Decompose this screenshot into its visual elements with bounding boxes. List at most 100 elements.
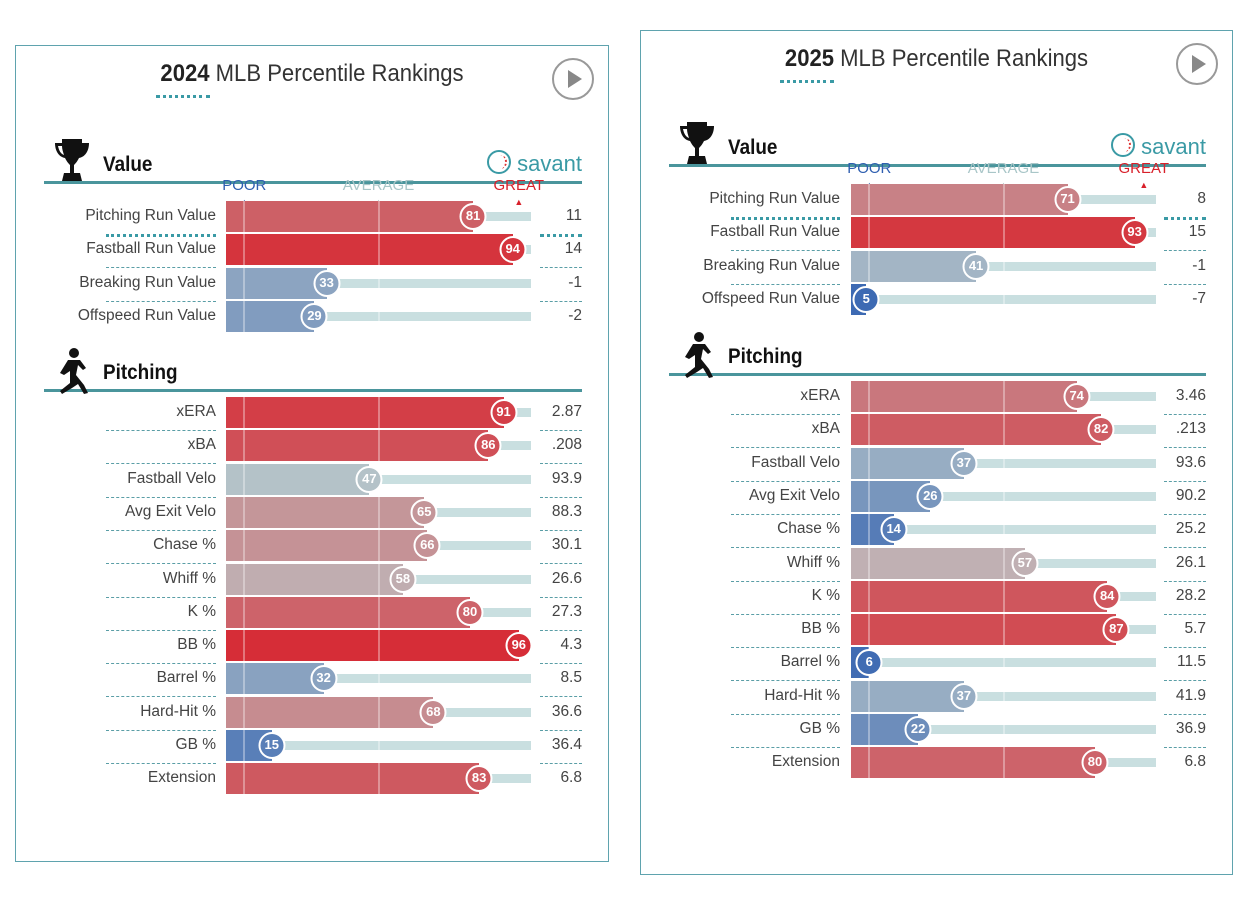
bar-remainder: [271, 741, 531, 750]
poor-gridline: [243, 397, 245, 428]
percentile-bar: 32: [226, 663, 531, 695]
metric-row[interactable]: Whiff % 57 26.1: [641, 547, 1232, 582]
percentile-badge: 80: [1081, 749, 1109, 777]
bar-remainder: [1101, 425, 1156, 435]
row-divider: [540, 234, 582, 237]
metric-row[interactable]: Fastball Velo 47 93.9: [16, 463, 608, 498]
metric-value: 11: [565, 207, 582, 224]
percentile-bar: 91: [226, 397, 531, 428]
average-gridline: [378, 234, 380, 266]
poor-gridline: [868, 381, 870, 412]
row-divider: [731, 647, 840, 649]
bar-remainder: [893, 525, 1156, 535]
metric-row[interactable]: Avg Exit Velo 65 88.3: [16, 496, 608, 531]
metric-row[interactable]: Offspeed Run Value 29 -2: [16, 300, 608, 332]
metric-value: 6.8: [1184, 753, 1206, 771]
percentile-bar: 37: [851, 680, 1156, 712]
percentile-badge: 82: [1087, 416, 1115, 444]
metric-label: Hard-Hit %: [140, 702, 216, 720]
metric-label: Whiff %: [162, 569, 216, 587]
metric-row[interactable]: Chase % 66 30.1: [16, 530, 608, 565]
bar-remainder: [473, 212, 531, 221]
savant-logo[interactable]: savant: [1111, 133, 1206, 160]
percentile-bar: 26: [851, 480, 1156, 512]
metric-row[interactable]: K % 80 27.3: [16, 596, 608, 631]
metric-row[interactable]: Chase % 14 25.2: [641, 514, 1232, 549]
metric-value: 93.9: [551, 469, 582, 487]
metric-row[interactable]: Extension 80 6.8: [641, 747, 1232, 779]
percentile-badge: 68: [419, 698, 447, 726]
metric-row[interactable]: Breaking Run Value 41 -1: [641, 250, 1232, 285]
bar-remainder: [869, 658, 1156, 668]
bar-fill: [226, 267, 327, 299]
poor-gridline: [868, 250, 870, 282]
metric-row[interactable]: Extension 83 6.8: [16, 763, 608, 795]
metric-row[interactable]: Whiff % 58 26.6: [16, 563, 608, 598]
metric-row[interactable]: K % 84 28.2: [641, 580, 1232, 615]
metric-row[interactable]: xBA 82 .213: [641, 414, 1232, 449]
metric-row[interactable]: Hard-Hit % 37 41.9: [641, 680, 1232, 715]
metric-label: Avg Exit Velo: [748, 486, 840, 504]
bar-remainder: [1116, 625, 1156, 635]
metric-value: 88.3: [551, 502, 582, 520]
row-divider: [1164, 217, 1206, 220]
metric-row[interactable]: Breaking Run Value 33 -1: [16, 267, 608, 302]
metric-row[interactable]: BB % 87 5.7: [641, 614, 1232, 649]
bar-fill: [226, 596, 470, 628]
metric-row[interactable]: Fastball Run Value 93 15: [641, 217, 1232, 252]
poor-gridline: [868, 414, 870, 446]
metric-row[interactable]: GB % 22 36.9: [641, 714, 1232, 748]
bar-fill: [226, 496, 425, 528]
metric-row[interactable]: xBA 86 .208: [16, 430, 608, 465]
metric-value: .208: [551, 436, 582, 454]
row-divider: [540, 729, 582, 731]
percentile-badge: 93: [1121, 219, 1149, 247]
row-divider: [731, 547, 840, 549]
metric-label: GB %: [175, 736, 216, 753]
metric-row[interactable]: BB % 96 4.3: [16, 630, 608, 665]
baseball-icon: [487, 150, 512, 174]
metric-row[interactable]: xERA 74 3.46: [641, 381, 1232, 415]
poor-gridline: [243, 730, 245, 761]
bar-fill: [226, 430, 489, 462]
metric-row[interactable]: GB % 15 36.4: [16, 730, 608, 764]
bar-fill: [851, 580, 1108, 612]
percentile-badge: 84: [1093, 582, 1121, 610]
metric-row[interactable]: Fastball Velo 37 93.6: [641, 447, 1232, 482]
bar-remainder: [963, 691, 1156, 701]
metric-row[interactable]: Pitching Run Value 71 8: [641, 184, 1232, 220]
play-button[interactable]: [552, 58, 594, 100]
percentile-badge: 6: [855, 649, 883, 677]
metric-label: Fastball Velo: [127, 469, 216, 487]
metric-row[interactable]: Avg Exit Velo 26 90.2: [641, 480, 1232, 515]
play-button[interactable]: [1176, 43, 1218, 85]
savant-logo[interactable]: savant: [487, 150, 582, 177]
metric-row[interactable]: Fastball Run Value 94 14: [16, 234, 608, 269]
metric-row[interactable]: Barrel % 32 8.5: [16, 663, 608, 698]
poor-gridline: [868, 747, 870, 779]
average-gridline: [1003, 547, 1005, 579]
bar-remainder: [866, 294, 1156, 304]
poor-gridline: [868, 184, 870, 215]
metric-row[interactable]: Barrel % 6 11.5: [641, 647, 1232, 682]
baseball-icon: [1111, 133, 1136, 157]
bar-fill: [226, 630, 519, 662]
metric-row[interactable]: Hard-Hit % 68 36.6: [16, 696, 608, 731]
pitcher-icon: [52, 345, 92, 397]
metric-row[interactable]: Pitching Run Value 81 11: [16, 201, 608, 237]
row-divider: [106, 663, 216, 665]
row-divider: [540, 763, 582, 764]
row-divider: [1164, 747, 1206, 748]
bar-fill: [851, 447, 964, 479]
poor-gridline: [243, 530, 245, 562]
percentile-badge: 47: [355, 465, 383, 493]
bar-remainder: [1076, 392, 1156, 401]
percentile-bar: 71: [851, 184, 1156, 215]
metric-row[interactable]: xERA 91 2.87: [16, 397, 608, 431]
row-divider: [731, 250, 840, 252]
row-divider: [106, 629, 216, 631]
metric-value: -1: [568, 273, 582, 291]
metric-row[interactable]: Offspeed Run Value 5 -7: [641, 283, 1232, 315]
metric-label: Whiff %: [786, 553, 840, 571]
metric-label: Fastball Run Value: [86, 240, 216, 258]
